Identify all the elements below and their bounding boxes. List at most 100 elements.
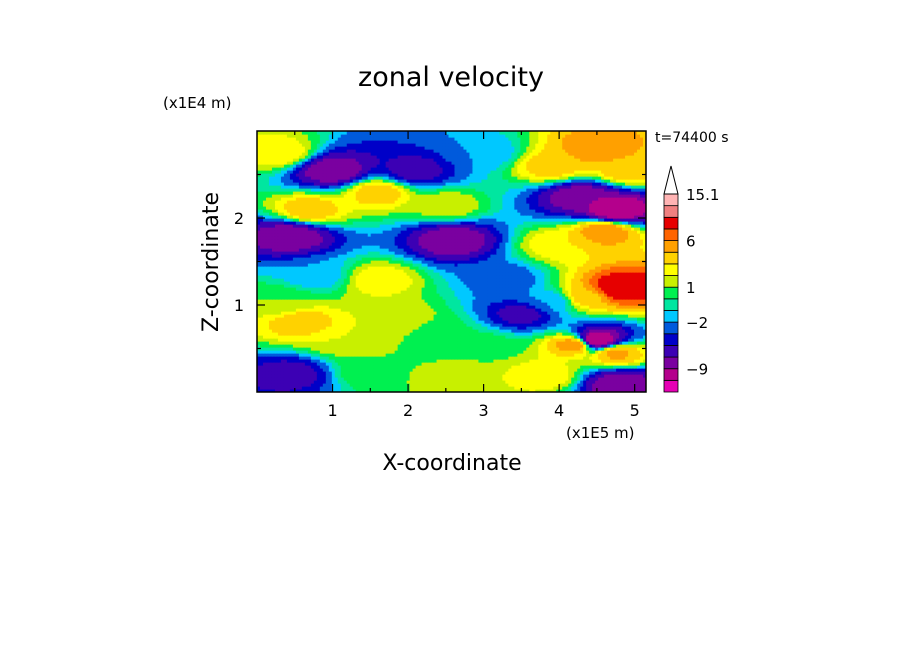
heatmap-cell — [493, 389, 497, 392]
heatmap-cell — [352, 359, 357, 363]
heatmap-cell — [520, 368, 524, 372]
heatmap-cell — [559, 380, 563, 384]
heatmap-cell — [373, 362, 378, 366]
heatmap-cell — [511, 368, 515, 372]
heatmap-cell — [421, 383, 426, 387]
heatmap-cell — [346, 389, 351, 392]
heatmap-cell — [316, 359, 321, 363]
heatmap-cell — [610, 380, 614, 384]
heatmap-cell — [334, 377, 339, 381]
heatmap-cell — [364, 371, 369, 375]
heatmap-cell — [439, 389, 444, 392]
heatmap-cell — [493, 377, 497, 381]
heatmap-cell — [565, 383, 569, 387]
heatmap-cell — [427, 374, 432, 378]
heatmap-cell — [505, 380, 509, 384]
heatmap-cell — [328, 371, 333, 375]
heatmap-cell — [529, 371, 533, 375]
heatmap-cell — [604, 359, 608, 363]
heatmap-cell — [358, 359, 363, 363]
heatmap-cell — [469, 353, 474, 357]
heatmap-cell — [529, 368, 533, 372]
heatmap-cell — [388, 362, 393, 366]
heatmap-cell — [454, 380, 459, 384]
heatmap-cell — [382, 386, 387, 390]
heatmap-cell — [286, 362, 291, 366]
heatmap-cell — [418, 365, 423, 369]
heatmap-cell — [415, 359, 420, 363]
heatmap-cell — [331, 389, 336, 392]
heatmap-cell — [361, 377, 366, 381]
heatmap-cell — [544, 377, 548, 381]
heatmap-cell — [463, 371, 468, 375]
heatmap-cell — [457, 374, 462, 378]
heatmap-cell — [292, 374, 297, 378]
heatmap-cell — [289, 350, 294, 354]
heatmap-cell — [346, 353, 351, 357]
heatmap-cell — [562, 353, 566, 357]
heatmap-cell — [496, 377, 500, 381]
heatmap-cell — [409, 362, 414, 366]
heatmap-cell — [424, 377, 429, 381]
heatmap-cell — [379, 359, 384, 363]
heatmap-cell — [277, 386, 282, 390]
heatmap-cell — [565, 356, 569, 360]
heatmap-cell — [397, 365, 402, 369]
heatmap-cell — [544, 383, 548, 387]
heatmap-cell — [355, 380, 360, 384]
heatmap-cell — [355, 365, 360, 369]
heatmap-cell — [505, 353, 509, 357]
heatmap-cell — [433, 374, 438, 378]
heatmap-cell — [601, 368, 605, 372]
heatmap-cell — [340, 368, 345, 372]
heatmap-cell — [502, 380, 506, 384]
heatmap-cell — [475, 365, 480, 369]
heatmap-cell — [301, 389, 306, 392]
heatmap-cell — [619, 389, 623, 392]
heatmap-cell — [304, 365, 309, 369]
heatmap-cell — [640, 386, 644, 390]
heatmap-cell — [577, 383, 581, 387]
heatmap-cell — [517, 353, 521, 357]
heatmap-cell — [610, 374, 614, 378]
heatmap-cell — [316, 350, 321, 354]
heatmap-cell — [475, 359, 480, 363]
heatmap-cell — [574, 371, 578, 375]
heatmap-cell — [373, 377, 378, 381]
heatmap-cell — [547, 386, 551, 390]
heatmap-cell — [361, 353, 366, 357]
heatmap-cell — [427, 368, 432, 372]
heatmap-cell — [424, 356, 429, 360]
heatmap-cell — [271, 383, 276, 387]
heatmap-cell — [322, 365, 327, 369]
heatmap-cell — [304, 353, 309, 357]
heatmap-cell — [259, 368, 264, 372]
heatmap-cell — [481, 377, 486, 381]
heatmap-cell — [283, 353, 288, 357]
heatmap-cell — [619, 377, 623, 381]
heatmap-cell — [376, 374, 381, 378]
heatmap-cell — [610, 389, 614, 392]
heatmap-cell — [400, 365, 405, 369]
heatmap-cell — [517, 389, 521, 392]
heatmap-cell — [532, 356, 536, 360]
heatmap-cell — [436, 362, 441, 366]
heatmap-cell — [448, 389, 453, 392]
heatmap-cell — [625, 359, 629, 363]
heatmap-cell — [349, 380, 354, 384]
heatmap-cell — [286, 386, 291, 390]
heatmap-cell — [538, 383, 542, 387]
heatmap-cell — [520, 359, 524, 363]
heatmap-cell — [550, 383, 554, 387]
heatmap-cell — [292, 380, 297, 384]
heatmap-cell — [508, 365, 512, 369]
heatmap-cell — [325, 356, 330, 360]
heatmap-cell — [460, 365, 465, 369]
heatmap-cell — [520, 383, 524, 387]
heatmap-cell — [553, 386, 557, 390]
heatmap-cell — [607, 377, 611, 381]
heatmap-cell — [286, 380, 291, 384]
heatmap-cell — [493, 371, 497, 375]
heatmap-cell — [586, 365, 590, 369]
heatmap-cell — [274, 374, 279, 378]
